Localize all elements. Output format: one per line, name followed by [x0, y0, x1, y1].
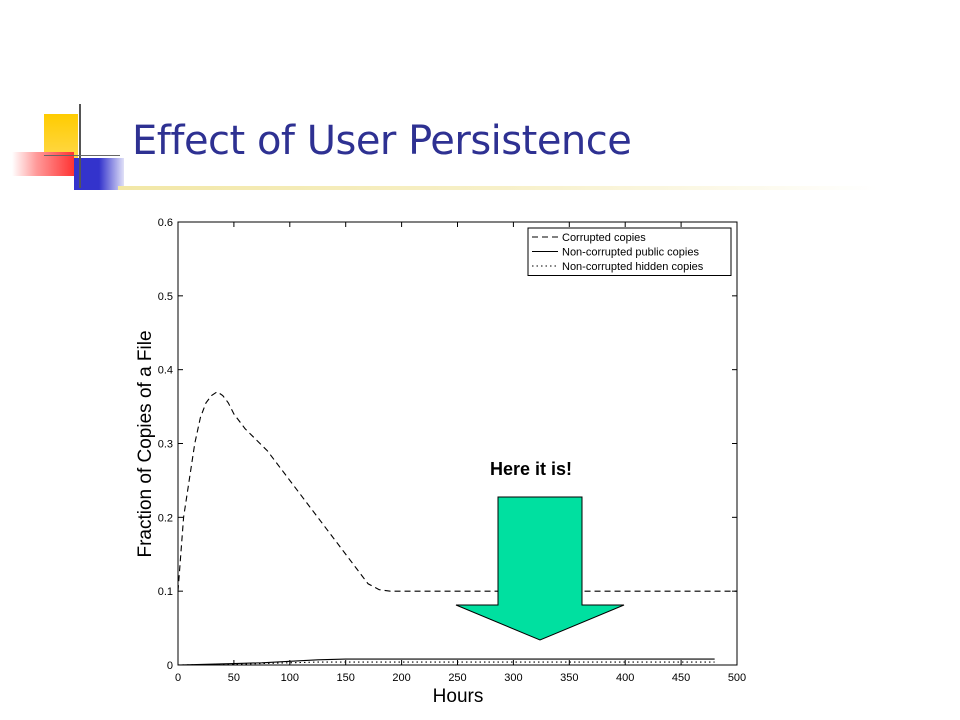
x-tick-label: 300: [504, 672, 522, 684]
down-arrow-icon: [455, 496, 625, 641]
x-tick-label: 0: [175, 672, 181, 684]
y-tick-label: 0.2: [158, 512, 173, 524]
series-line-non-corrupted-hidden-copies: [177, 661, 715, 666]
deco-red-bar: [12, 152, 74, 176]
series-line-corrupted-copies: [177, 391, 737, 592]
y-tick-label: 0.5: [158, 291, 173, 303]
legend-entry: Non-corrupted hidden copies: [562, 261, 704, 273]
x-tick-label: 200: [392, 672, 410, 684]
legend-entry: Corrupted copies: [562, 232, 646, 244]
x-tick-label: 500: [728, 672, 746, 684]
plot-frame: [177, 221, 738, 666]
deco-vertical-line: [79, 104, 81, 188]
x-tick-label: 150: [337, 672, 355, 684]
callout-label: Here it is!: [490, 459, 573, 479]
y-tick-label: 0.6: [158, 217, 173, 229]
chart-legend: Corrupted copies Non-corrupted public cop…: [527, 227, 732, 276]
y-tick-label: 0.4: [158, 365, 173, 377]
x-tick-label: 350: [560, 672, 578, 684]
y-tick-label: 0: [167, 660, 173, 672]
chart-series: [177, 391, 737, 666]
x-tick-label: 250: [448, 672, 466, 684]
x-tick-label: 400: [616, 672, 634, 684]
title-underline: [118, 186, 878, 190]
y-axis-label: Fraction of Copies of a File: [135, 330, 156, 557]
x-axis-label: Hours: [433, 686, 484, 707]
y-tick-label: 0.1: [158, 586, 173, 598]
deco-horizontal-line: [44, 155, 120, 156]
deco-blue-block: [74, 158, 124, 190]
series-line-non-corrupted-public-copies: [177, 658, 715, 666]
legend-box: [527, 227, 732, 276]
y-tick-label: 0.3: [158, 439, 173, 451]
x-tick-label: 450: [672, 672, 690, 684]
x-tick-label: 50: [228, 672, 240, 684]
chart-axes: 0 50 100 150 200 250 300 350 400 450 500 0 0.1 0.2 0.3…: [158, 217, 746, 684]
slide-title: Effect of User Persistence: [132, 118, 632, 164]
legend-entry: Non-corrupted public copies: [562, 247, 699, 259]
x-tick-label: 100: [281, 672, 299, 684]
